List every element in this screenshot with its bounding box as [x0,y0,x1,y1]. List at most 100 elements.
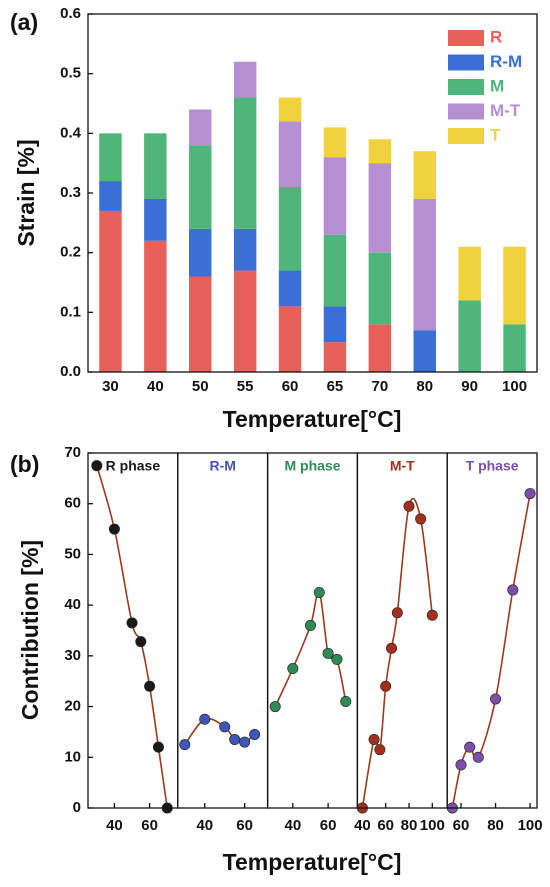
bar-segment [323,306,347,343]
panel-title: T phase [466,458,519,474]
x-tick-label: 100 [420,817,445,834]
x-tick-label: 60 [377,817,394,834]
y-tick-label: 60 [64,495,81,512]
legend-swatch [448,30,484,46]
legend-label: R-M [490,52,522,71]
bar-segment [368,252,392,325]
legend-label: R [490,27,502,46]
bar-segment [233,270,257,372]
bar-segment [368,324,392,372]
point [386,642,398,654]
bar-segment [458,246,481,301]
point [368,734,380,746]
legend-swatch [448,103,484,120]
panel-frame [446,452,538,809]
point [403,500,415,512]
y-tick-label: 0.4 [60,124,82,141]
bar-segment [323,157,347,235]
panel-frame [87,452,179,809]
bar-segment [413,330,436,372]
x-tick-label: 100 [518,817,543,834]
bar-segment [189,109,212,146]
legend-label: M [490,76,504,95]
point [269,701,281,713]
point [108,523,120,535]
x-tick-label: 90 [461,378,478,395]
bar-segment [413,151,436,199]
point [391,607,403,619]
legend-swatch [448,54,484,71]
bar-segment [189,276,212,372]
x-tick-label: 70 [372,378,389,395]
point [126,617,138,629]
panel-title: M phase [284,458,340,474]
x-tick-label: 40 [147,378,164,395]
fit-curve [96,465,169,809]
bar-segment [144,198,167,241]
bar-segment [233,97,257,229]
point [91,460,103,472]
bar-segment [189,228,212,277]
x-tick-label: 80 [487,817,504,834]
x-tick-label: 50 [192,378,209,395]
y-tick-label: 30 [64,647,81,664]
panel-title: R phase [106,458,161,474]
bar-segment [368,139,392,164]
point [524,488,536,500]
bar-segment [233,228,257,271]
point [287,663,299,675]
y-tick-label: 50 [64,545,81,562]
point [144,680,156,692]
fit-curve [274,591,347,707]
x-axis-title: Temperature[°C] [223,406,402,432]
legend-swatch [448,79,484,95]
panel-label: (a) [10,9,38,35]
point [304,619,316,631]
point [331,653,343,665]
y-tick-label: 70 [64,444,81,461]
x-tick-label: 60 [453,817,470,834]
bar-segment [323,127,347,158]
point [380,680,392,692]
y-tick-label: 10 [64,748,81,765]
y-tick-label: 0.3 [60,184,81,201]
bar-segment [144,133,167,199]
point [340,695,352,707]
x-tick-label: 60 [236,817,253,834]
x-tick-label: 40 [196,817,213,834]
point [415,513,427,525]
point [152,741,164,753]
bar-segment [278,97,302,122]
plot-frame [87,13,538,373]
point [135,636,147,648]
legend-swatch [448,128,484,144]
y-tick-label: 0.6 [60,5,81,22]
point [374,744,386,756]
y-tick-label: 40 [64,596,81,613]
y-tick-label: 0 [73,799,81,816]
bar-segment [278,270,302,307]
point [179,739,191,751]
point [313,586,325,598]
bar-segment [278,306,302,372]
panel-title: M-T [390,458,415,474]
bar-segment [503,246,526,325]
point [490,693,502,705]
x-tick-label: 30 [102,378,119,395]
x-tick-label: 65 [327,378,344,395]
bar-segment [99,210,122,372]
point [464,741,476,753]
bar-segment [278,187,302,271]
bar-segment [144,240,167,372]
point [199,713,211,725]
point [507,584,519,596]
fit-curve [361,497,434,809]
point [219,721,231,733]
point [229,734,241,746]
point [322,647,334,659]
x-tick-label: 40 [284,817,301,834]
bar-segment [458,300,481,372]
x-tick-label: 60 [320,817,337,834]
y-tick-label: 0.5 [60,65,81,82]
y-axis-title: Contribution [%] [17,540,43,720]
